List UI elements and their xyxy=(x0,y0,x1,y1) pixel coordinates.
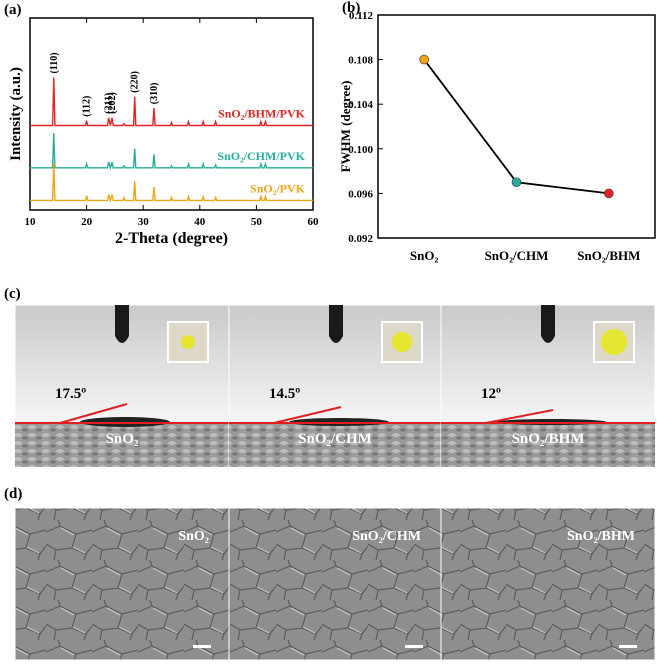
x-tick-label: SnO₂ xyxy=(410,248,439,263)
y-axis-label: FWHM (degree) xyxy=(338,81,353,173)
series-label: SnO₂/BHM/PVK xyxy=(218,107,306,121)
peak-annotation: (112) xyxy=(82,96,93,117)
plot-frame xyxy=(377,14,656,239)
panel-label: (d) xyxy=(4,486,22,502)
x-tick-label: 60 xyxy=(308,216,320,228)
photo: 12º SnO₂/BHM xyxy=(440,304,656,468)
y-tick-label: 0.100 xyxy=(348,144,373,156)
panel-label: (a) xyxy=(4,2,22,18)
sample-label: SnO₂/CHM xyxy=(298,431,372,447)
data-point xyxy=(419,54,429,65)
sem-image: SnO₂/CHM xyxy=(228,507,442,661)
series-label: SnO₂/CHM/PVK xyxy=(217,149,305,163)
needle xyxy=(541,305,555,343)
sem-image: SnO₂/BHM xyxy=(440,507,656,661)
inset-film xyxy=(601,329,627,355)
inset-film xyxy=(392,332,412,352)
scale-bar xyxy=(405,645,423,648)
angle-label: 17.5º xyxy=(55,386,86,402)
scale-bar xyxy=(619,645,637,648)
x-tick-label: SnO₂/BHM xyxy=(577,248,640,263)
sample-label: SnO₂/CHM xyxy=(352,529,421,544)
x-tick-label: 20 xyxy=(81,216,93,228)
peak-annotation: (220) xyxy=(130,71,141,93)
y-tick-label: 0.112 xyxy=(349,10,374,22)
x-tick-label: 50 xyxy=(251,216,263,228)
data-point xyxy=(511,177,522,188)
sample-label: SnO₂ xyxy=(178,529,209,544)
substrate xyxy=(229,424,441,467)
data-point xyxy=(604,188,614,199)
substrate xyxy=(441,424,655,467)
plot-frame xyxy=(29,17,314,211)
angle-label: 12º xyxy=(481,386,501,402)
needle xyxy=(329,305,343,343)
needle xyxy=(115,305,129,343)
peak-annotation: (202) xyxy=(107,92,118,114)
y-tick-label: 0.104 xyxy=(348,99,373,111)
peak-annotation: (211) xyxy=(104,93,115,114)
series-line xyxy=(30,133,313,171)
sample-label: SnO₂/BHM xyxy=(567,529,635,544)
x-axis-label: 2-Theta (degree) xyxy=(115,230,228,247)
angle-label: 14.5º xyxy=(269,386,300,402)
series-label: SnO₂/PVK xyxy=(250,181,306,195)
sem-bg xyxy=(440,507,656,661)
substrate xyxy=(15,424,229,467)
tangent xyxy=(59,403,128,424)
y-axis-label: Intensity (a.u.) xyxy=(8,67,24,161)
x-tick-label: SnO₂/CHM xyxy=(485,248,549,263)
y-tick-label: 0.108 xyxy=(348,55,373,67)
x-tick-label: 30 xyxy=(138,216,150,228)
sample-label: SnO₂/BHM xyxy=(512,431,585,447)
series-line xyxy=(30,77,313,127)
series-line xyxy=(30,162,313,203)
scale-bar xyxy=(193,645,211,648)
sem-image: SnO₂ xyxy=(14,507,230,661)
y-tick-label: 0.096 xyxy=(348,188,373,200)
photo: 17.5º SnO₂ xyxy=(14,304,230,468)
peak-annotation: (110) xyxy=(49,52,60,73)
sem-bg xyxy=(228,507,442,661)
series-line xyxy=(423,59,609,195)
panel-label: (c) xyxy=(4,286,21,302)
sample-label: SnO₂ xyxy=(106,431,139,447)
panel-c: (c) 17.5º SnO₂ 14.5º SnO₂/CHM 12º SnO₂/BHM xyxy=(4,286,656,468)
x-tick-label: 40 xyxy=(194,216,206,228)
peak-annotation: (310) xyxy=(149,83,160,105)
tangent xyxy=(273,406,342,424)
sem-bg xyxy=(14,507,230,661)
panel-label: (b) xyxy=(342,0,360,16)
photo: 14.5º SnO₂/CHM xyxy=(228,304,442,468)
x-tick-label: 10 xyxy=(25,216,37,228)
panel-d: (d) SnO₂ SnO₂/CHM SnO₂/BHM xyxy=(4,486,656,661)
inset-film xyxy=(181,335,195,349)
tangent xyxy=(485,409,554,424)
y-tick-label: 0.092 xyxy=(348,233,373,245)
